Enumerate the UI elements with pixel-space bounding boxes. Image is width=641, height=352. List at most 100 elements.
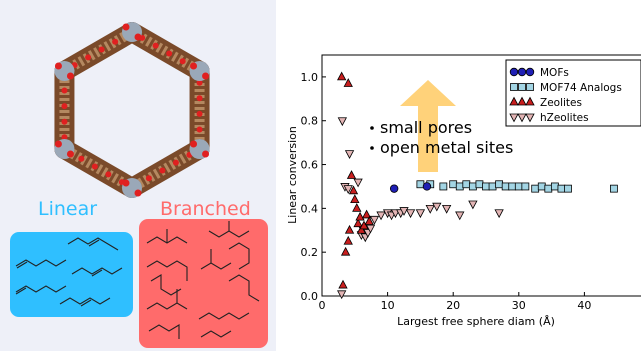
mof74-analogs-point	[557, 184, 566, 193]
mof-atom	[134, 33, 142, 41]
hzeolites-point	[415, 209, 426, 219]
mof-atom	[196, 95, 203, 102]
mof74-analogs-point	[521, 182, 530, 191]
branched-label: Branched	[160, 198, 251, 220]
mof74-analogs-point	[501, 182, 510, 191]
mof-atom	[105, 171, 112, 178]
legend-marker-mof74-analogs	[518, 83, 526, 91]
mof74-analogs-point	[475, 180, 484, 189]
plot-frame	[321, 54, 641, 297]
linear-label: Linear	[38, 198, 98, 220]
hzeolites-point	[353, 178, 363, 188]
mof-atom	[134, 189, 142, 197]
annotation-text: small pores	[380, 118, 472, 137]
mof74-analogs-point	[468, 182, 477, 191]
zeolites-point	[343, 78, 353, 87]
y-tick-label: 0.6	[301, 159, 319, 172]
mof-atom	[196, 126, 203, 133]
legend-marker-mof74-analogs	[510, 83, 518, 91]
mof-atom	[196, 79, 203, 86]
hzeolites-point	[432, 202, 442, 212]
mof-atom	[152, 42, 159, 49]
legend-marker-mofs	[509, 67, 519, 77]
mof-atom	[98, 46, 105, 53]
zeolites-point	[346, 170, 357, 179]
mof74-analogs-point	[508, 182, 517, 191]
zeolites-point	[356, 224, 367, 234]
mof-atom	[61, 87, 68, 94]
linear-molecules-drawing	[15, 237, 123, 307]
zeolites-point	[359, 220, 369, 230]
hzeolites-point	[369, 215, 380, 225]
mof74-analogs-point	[439, 182, 448, 191]
hzeolites-point	[337, 117, 348, 127]
zeolites-point	[350, 194, 360, 204]
hzeolites-point	[455, 211, 465, 221]
hzeolites-point	[344, 150, 355, 159]
mof-atom	[112, 38, 119, 45]
mof-atom	[145, 175, 152, 182]
y-tick-label: 1.0	[301, 71, 319, 84]
mof74-analogs-point	[455, 182, 464, 191]
annotation-bullet	[370, 146, 374, 150]
zeolites-point	[343, 235, 353, 245]
legend-marker-hzeolites	[525, 113, 535, 123]
legend-label-mof74-analogs: MOF74 Analogs	[540, 82, 622, 94]
legend-marker-mofs	[517, 67, 527, 77]
branched-molecules-drawing	[146, 221, 260, 339]
zeolites-point	[361, 209, 372, 219]
mof-atom	[202, 150, 210, 158]
mof-atom	[122, 23, 130, 31]
x-tick-label: 0	[319, 299, 326, 312]
mof-atom	[172, 159, 179, 166]
trend-arrow	[400, 80, 456, 172]
mof-atom	[66, 150, 74, 158]
mof-atom	[66, 72, 74, 80]
mof74-analogs-point	[610, 184, 618, 193]
mof-atom	[91, 163, 98, 170]
mof-atom	[166, 50, 173, 57]
hzeolites-point	[376, 211, 386, 221]
hzeolites-point	[441, 204, 452, 214]
mof-atom	[196, 110, 203, 117]
mof74-analogs-point	[537, 182, 546, 191]
annotation-text: open metal sites	[380, 138, 513, 157]
mof-atom	[122, 179, 130, 187]
zeolites-point	[364, 216, 374, 225]
mof-atom	[159, 167, 166, 174]
x-tick-label: 20	[446, 299, 460, 312]
zeolites-point	[352, 203, 362, 212]
y-tick-label: 0.8	[301, 115, 319, 128]
x-axis-label: Largest free sphere diam (Å)	[397, 315, 555, 328]
zeolites-point	[348, 185, 359, 195]
mof74-analogs-point	[482, 182, 490, 191]
linear-molecules-box	[10, 232, 133, 317]
hzeolites-point	[365, 224, 376, 234]
hzeolites-point	[343, 185, 353, 194]
mof-structure-image	[54, 22, 210, 198]
mof-atom	[202, 72, 210, 80]
zeolites-point	[353, 218, 363, 228]
annotation-bullet	[370, 126, 374, 130]
mofs-point	[389, 184, 399, 193]
mof-atom	[54, 62, 62, 70]
y-axis-label: Linear conversion	[286, 126, 299, 224]
x-tick-label: 40	[577, 299, 591, 312]
mofs-point	[422, 182, 432, 191]
hzeolites-point	[494, 209, 504, 219]
mof74-analogs-point	[550, 182, 559, 191]
mof74-analogs-point	[488, 182, 497, 191]
mof74-analogs-point	[544, 184, 553, 193]
mof-atom	[61, 118, 68, 125]
legend-marker-mofs	[525, 67, 535, 77]
hzeolites-point	[468, 200, 478, 210]
y-tick-label: 0.0	[301, 290, 319, 303]
legend-label-zeolites: Zeolites	[540, 97, 582, 109]
mof74-analogs-point	[531, 184, 540, 193]
mof74-analogs-point	[514, 182, 523, 191]
mof-atom	[78, 155, 85, 162]
x-tick-label: 30	[512, 299, 526, 312]
legend-marker-hzeolites	[517, 113, 527, 123]
